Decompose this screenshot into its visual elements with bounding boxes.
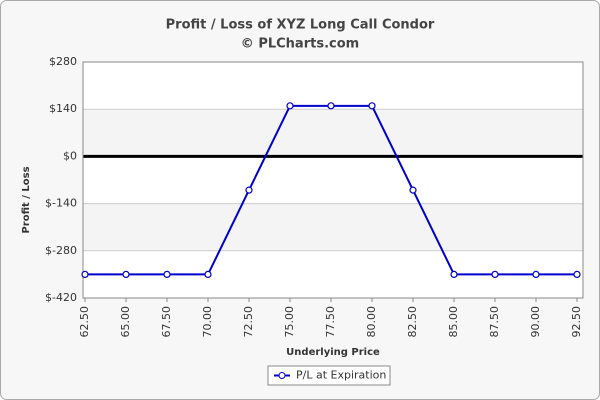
x-tick-label: 62.50 xyxy=(78,306,91,338)
x-tick-label: 70.00 xyxy=(201,306,214,338)
plot-area xyxy=(83,62,583,298)
grid-band xyxy=(83,109,583,157)
x-tick-label: 90.00 xyxy=(529,306,542,338)
point-marker xyxy=(204,270,212,278)
legend-label: P/L at Expiration xyxy=(296,369,386,382)
x-tick-label: 82.50 xyxy=(406,306,419,338)
x-tick-label: 67.50 xyxy=(160,306,173,338)
legend: P/L at Expiration xyxy=(267,365,391,386)
chart-subtitle: © PLCharts.com xyxy=(241,37,359,52)
point-marker xyxy=(81,270,89,278)
x-tick-label: 87.50 xyxy=(488,306,501,338)
x-tick-label: 72.50 xyxy=(242,306,255,338)
x-tick-label: 85.00 xyxy=(447,306,460,338)
point-marker xyxy=(491,270,499,278)
point-marker xyxy=(286,102,294,110)
point-marker xyxy=(327,102,335,110)
x-tick-label: 77.50 xyxy=(324,306,337,338)
plot-border xyxy=(82,61,584,299)
y-tick-label: $-420 xyxy=(45,291,77,304)
legend-marker xyxy=(278,372,286,379)
y-tick-label: $280 xyxy=(49,55,77,68)
y-tick-label: $-140 xyxy=(45,197,77,210)
y-tick-label: $0 xyxy=(63,149,77,162)
point-marker xyxy=(532,270,540,278)
point-marker xyxy=(450,270,458,278)
legend-box xyxy=(267,365,391,386)
point-marker xyxy=(163,270,171,278)
point-marker xyxy=(245,186,253,194)
point-marker xyxy=(122,270,130,278)
chart-title: Profit / Loss of XYZ Long Call Condor xyxy=(166,18,435,33)
point-marker xyxy=(409,186,417,194)
grid-band xyxy=(83,203,583,251)
x-tick-label: 65.00 xyxy=(119,306,132,338)
y-axis-title: Profit / Loss xyxy=(21,166,32,233)
point-marker xyxy=(573,270,581,278)
x-tick-label: 80.00 xyxy=(365,306,378,338)
y-tick-label: $140 xyxy=(49,102,77,115)
x-axis-title: Underlying Price xyxy=(286,347,380,358)
y-tick-label: $-280 xyxy=(45,244,77,257)
point-marker xyxy=(368,102,376,110)
x-tick-label: 92.50 xyxy=(570,306,583,338)
x-tick-label: 75.00 xyxy=(283,306,296,338)
